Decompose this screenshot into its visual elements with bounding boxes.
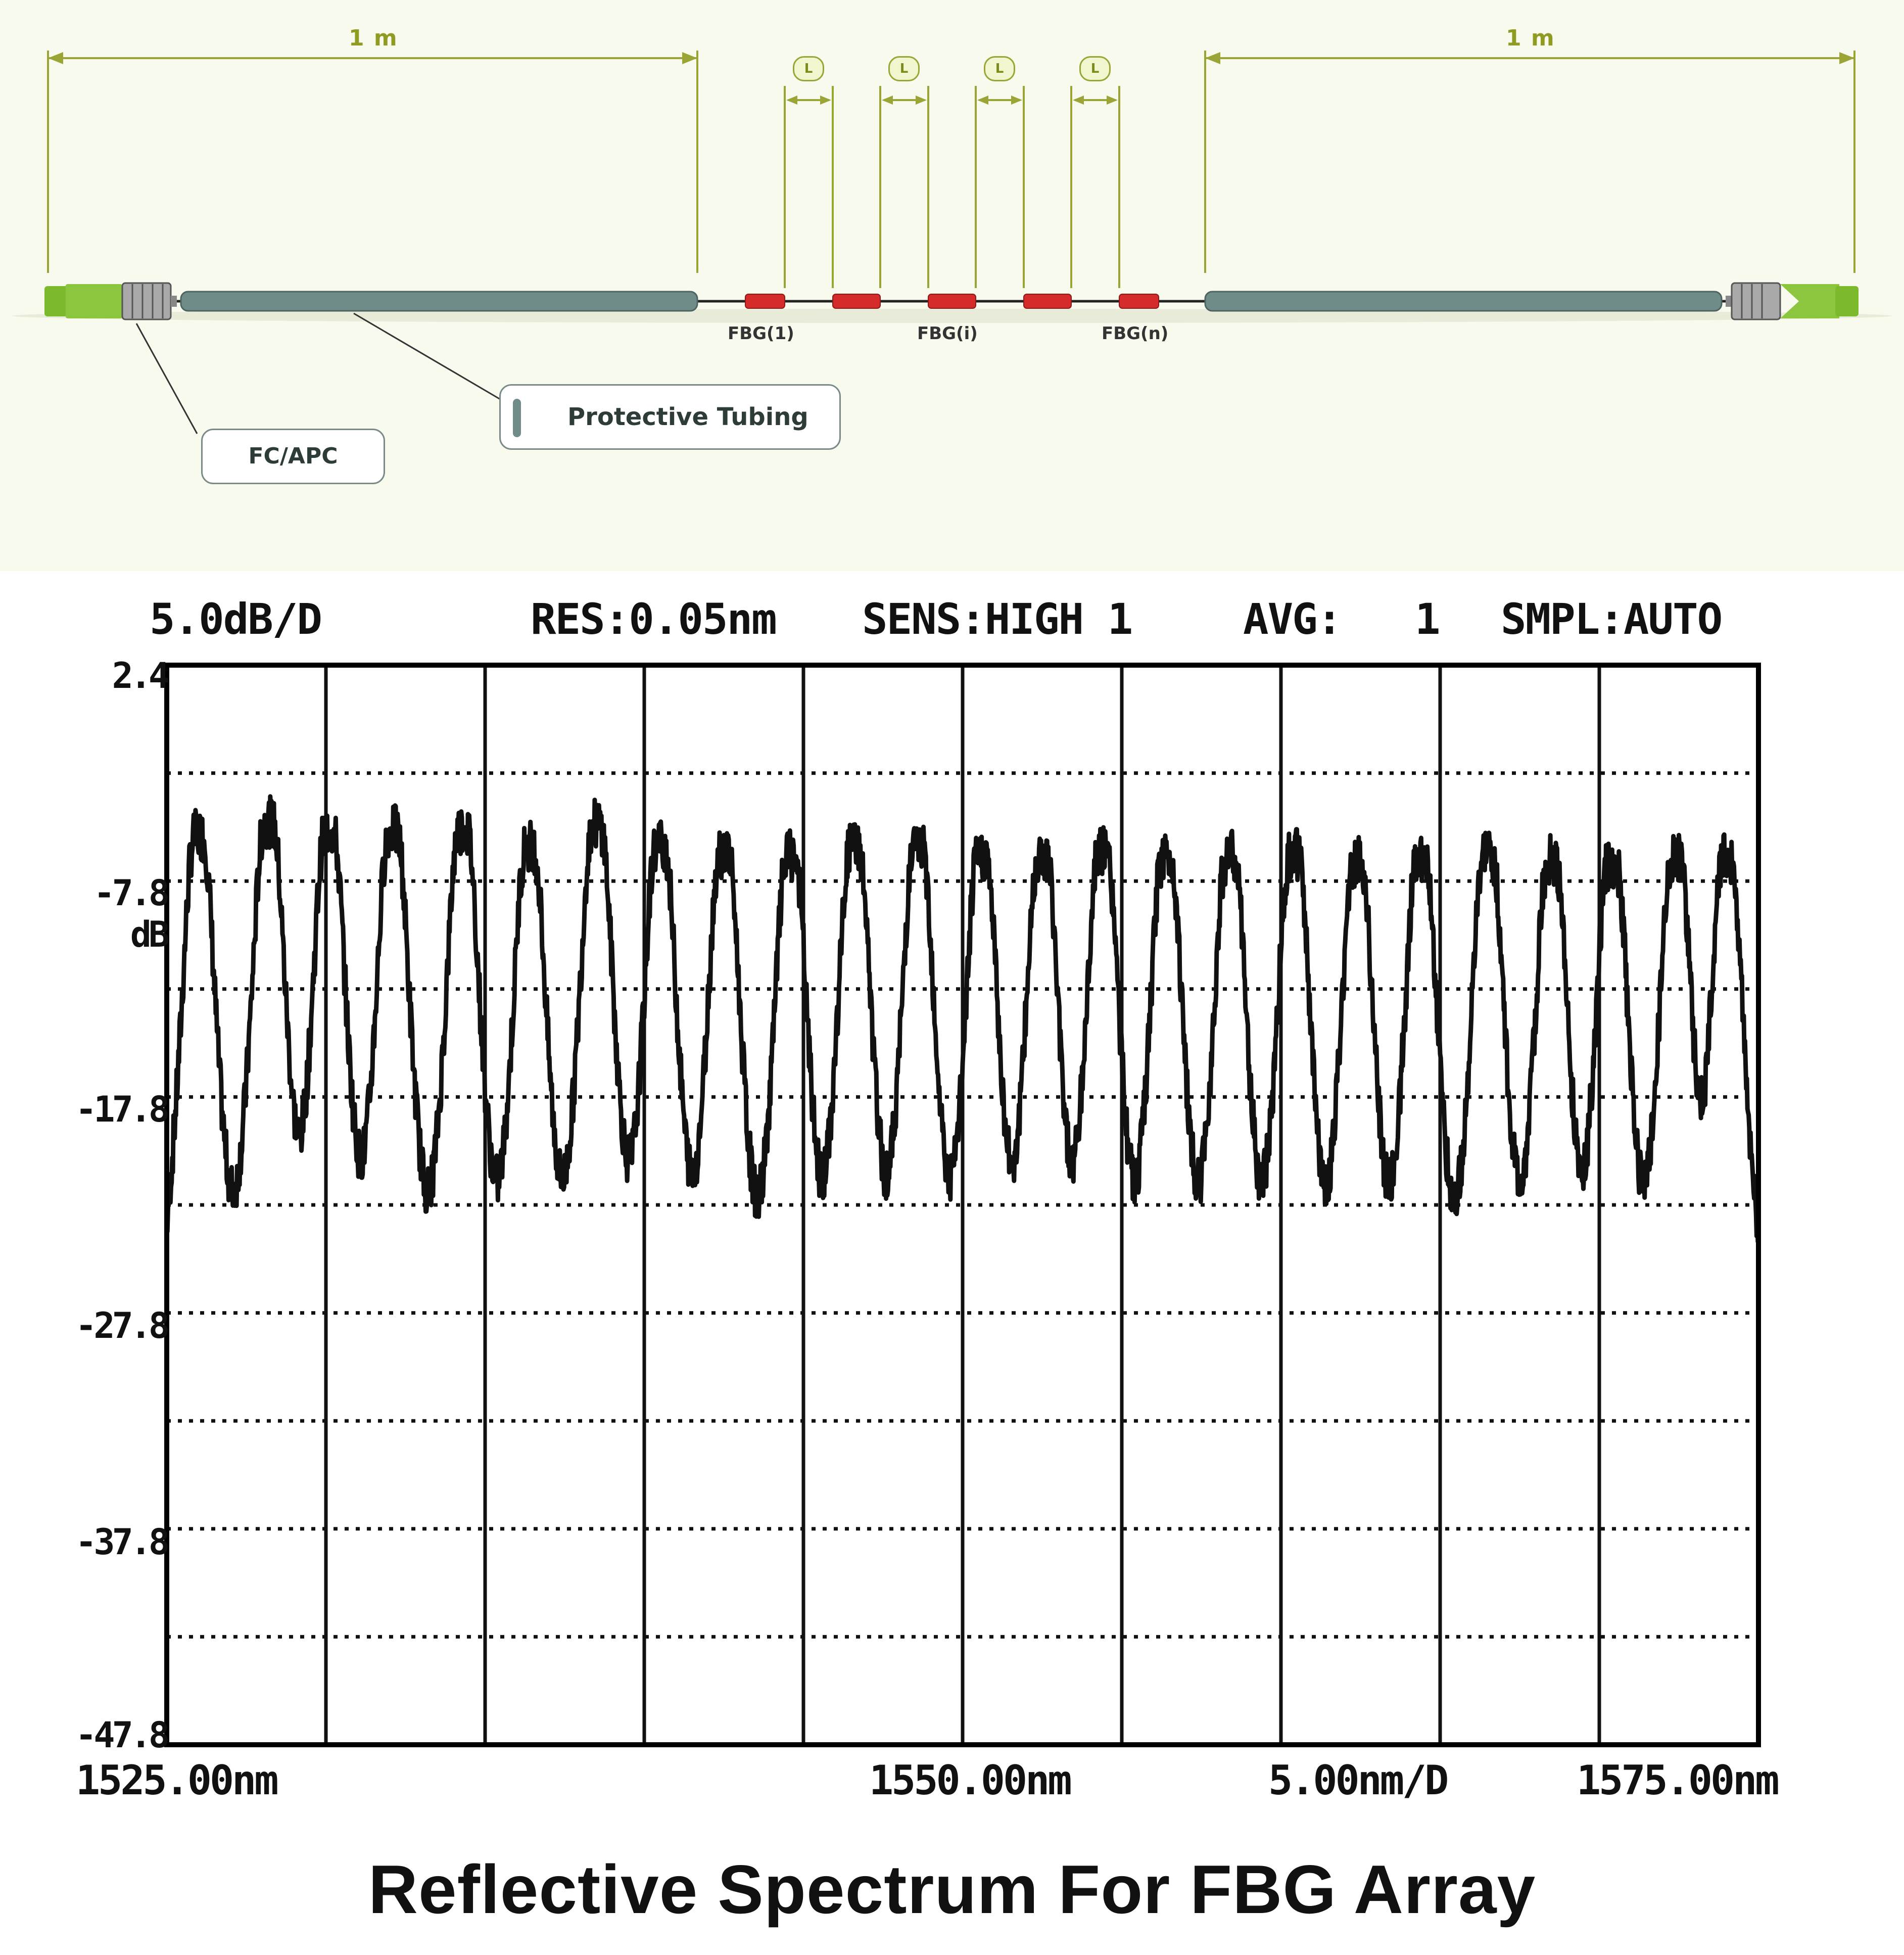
tubing-leader-line: [353, 312, 501, 400]
fbg-label-first: FBG(1): [728, 323, 794, 344]
osa-average-readout: AVG: 1: [1243, 594, 1441, 644]
fbg-grating-4: [1023, 294, 1072, 309]
tubing-callout-label: Protective Tubing: [567, 403, 808, 431]
tubing-swatch-icon: [513, 399, 521, 437]
y-tick-4: -27.8: [75, 1305, 170, 1346]
left-fc-apc-connector: [44, 282, 177, 320]
fbg-grating-5: [1119, 294, 1159, 309]
fbg-gratings: [745, 294, 1159, 309]
y-tick-3: -17.8: [75, 1089, 170, 1130]
right-length-dimension: [1204, 51, 1855, 273]
x-tick-end: 1575.00nm: [1577, 1757, 1779, 1804]
plot-frame: [164, 663, 1761, 1747]
osa-scale-readout: 5.0dB/D: [150, 594, 322, 644]
grid-lines: [167, 665, 1758, 1745]
y-tick-2: -7.8: [93, 872, 170, 914]
spacing-label-3: L: [984, 56, 1015, 81]
spacing-label-4: L: [1079, 56, 1111, 81]
osa-sampling-readout: SMPL:AUTO: [1501, 594, 1723, 644]
spectrum-chart: 5.0dB/D RES:0.05nm SENS:HIGH 1 AVG: 1 SM…: [0, 571, 1904, 1955]
spectrum-plot: [164, 663, 1761, 1747]
left-length-label: 1 m: [349, 25, 398, 51]
connector-callout-label: FC/APC: [248, 443, 338, 469]
right-protective-tubing: [1204, 291, 1723, 312]
left-length-dimension: [47, 51, 698, 273]
osa-sensitivity-readout: SENS:HIGH 1: [862, 594, 1133, 644]
diagram-graphics: [12, 51, 1892, 434]
y-tick-5: -37.8: [75, 1521, 170, 1563]
x-tick-start: 1525.00nm: [76, 1757, 278, 1804]
fbg-label-last: FBG(n): [1102, 323, 1169, 344]
fiber-shadow: [12, 309, 1892, 323]
right-fc-apc-connector: [1726, 282, 1859, 320]
spectrum-series-line: [164, 794, 1761, 1244]
right-length-label: 1 m: [1506, 25, 1555, 51]
y-tick-bottom: -47.8: [75, 1714, 170, 1756]
left-protective-tubing: [180, 291, 698, 312]
y-unit-label: dB: [130, 914, 170, 955]
fbg-grating-2: [832, 294, 881, 309]
osa-resolution-readout: RES:0.05nm: [531, 594, 777, 644]
spacing-label-2: L: [888, 56, 920, 81]
tubing-callout: Protective Tubing: [499, 384, 841, 450]
y-tick-top: 2.4: [112, 655, 170, 696]
connector-leader-line: [135, 323, 198, 434]
fbg-grating-3: [928, 294, 976, 309]
spacing-label-1: L: [793, 56, 824, 81]
x-scale-readout: 5.00nm/D: [1268, 1757, 1449, 1804]
fbg-grating-1: [745, 294, 785, 309]
fbg-label-middle: FBG(i): [917, 323, 978, 344]
connector-callout: FC/APC: [201, 429, 385, 484]
spacing-dimensions: [784, 86, 1120, 288]
x-tick-center: 1550.00nm: [869, 1757, 1072, 1804]
fbg-array-diagram: 1 m 1 m L L L L FBG(1) FBG(i) FBG(n) FC/…: [0, 0, 1904, 571]
chart-title: Reflective Spectrum For FBG Array: [368, 1851, 1536, 1928]
